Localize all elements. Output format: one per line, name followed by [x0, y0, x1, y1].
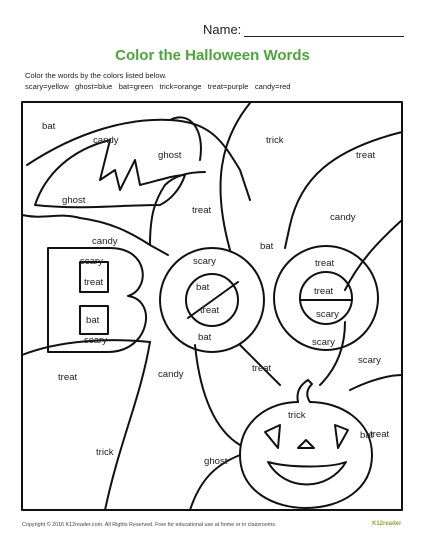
word-treat: treat [315, 258, 335, 269]
word-treat: treat [356, 150, 376, 161]
pumpkin-mouth [267, 461, 347, 486]
letter-o-2 [273, 245, 379, 351]
region-line [319, 321, 346, 386]
word-candy: candy [330, 212, 356, 223]
word-bat: bat [196, 282, 210, 293]
region-line [189, 454, 241, 511]
region-line [104, 341, 151, 511]
word-trick: trick [288, 410, 306, 421]
word-scary: scary [312, 337, 335, 348]
word-scary: scary [84, 335, 107, 346]
instructions-line-1: Color the words by the colors listed bel… [25, 71, 167, 80]
word-treat: treat [200, 305, 220, 316]
region-line [26, 118, 251, 201]
worksheet-title: Color the Halloween Words [115, 47, 310, 64]
letter-o [159, 247, 265, 353]
region-line [344, 219, 403, 291]
region-line [239, 344, 281, 386]
letter-b-upper-hole [79, 261, 109, 293]
name-label: Name: [203, 22, 242, 37]
word-ghost: ghost [62, 195, 86, 206]
k12reader-logo: K12reader [372, 521, 402, 527]
word-treat: treat [314, 286, 334, 297]
word-candy: candy [158, 369, 184, 380]
word-scary: scary [358, 355, 381, 366]
word-candy: candy [93, 135, 119, 146]
word-trick: trick [266, 135, 284, 146]
word-trick: trick [96, 447, 114, 458]
pumpkin-nose [297, 439, 315, 449]
region-line [219, 102, 251, 251]
word-bat: bat [360, 430, 374, 441]
word-bat: bat [42, 121, 56, 132]
letter-b [47, 247, 147, 353]
region-line [149, 171, 206, 246]
word-bat: bat [198, 332, 212, 343]
instructions: Color the words by the colors listed bel… [25, 70, 291, 92]
pumpkin-right-eye [334, 424, 349, 449]
word-bat: bat [86, 315, 100, 326]
word-treat: treat [58, 372, 78, 383]
word-ghost: ghost [204, 456, 228, 467]
word-bat: bat [260, 241, 274, 252]
word-treat: treat [84, 277, 104, 288]
bat-shape [34, 139, 186, 209]
word-scary: scary [80, 256, 103, 267]
word-treat: treat [192, 205, 212, 216]
picture-frame [21, 101, 403, 511]
region-line [169, 116, 202, 161]
word-treat: treat [370, 429, 390, 440]
pumpkin-left-eye [264, 424, 281, 449]
region-line [21, 214, 169, 256]
word-candy: candy [92, 236, 118, 247]
letter-b-lower-hole [79, 305, 109, 335]
region-line [194, 344, 241, 446]
letter-o-2-hole [299, 271, 353, 325]
word-treat: treat [252, 363, 272, 374]
pumpkin [239, 401, 373, 509]
letter-o-hole [185, 273, 239, 327]
word-ghost: ghost [158, 150, 182, 161]
color-key: scary=yellow ghost=blue bat=green trick=… [25, 82, 291, 91]
word-scary: scary [193, 256, 216, 267]
pumpkin-stem [296, 379, 313, 403]
name-field[interactable] [244, 36, 404, 37]
region-line [349, 374, 403, 391]
region-line [284, 131, 403, 249]
letter-o-split [187, 281, 239, 319]
copyright-footer: Copyright © 2016 K12reader.com. All Righ… [22, 522, 277, 528]
word-scary: scary [316, 309, 339, 320]
